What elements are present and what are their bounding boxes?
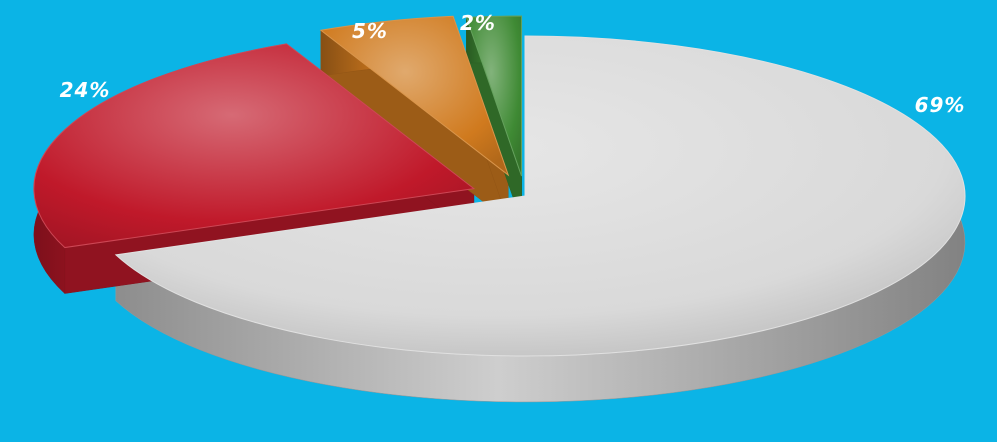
slice-69pct	[114, 35, 966, 357]
slice-5pct	[319, 15, 510, 177]
slice-label-24pct: 24%	[60, 78, 111, 102]
slice-24pct	[33, 43, 476, 249]
slice-2pct	[465, 15, 523, 177]
slice-label-69pct: 69%	[915, 93, 966, 117]
slice-label-5pct: 5%	[352, 19, 388, 43]
slice-label-2pct: 2%	[460, 11, 496, 35]
